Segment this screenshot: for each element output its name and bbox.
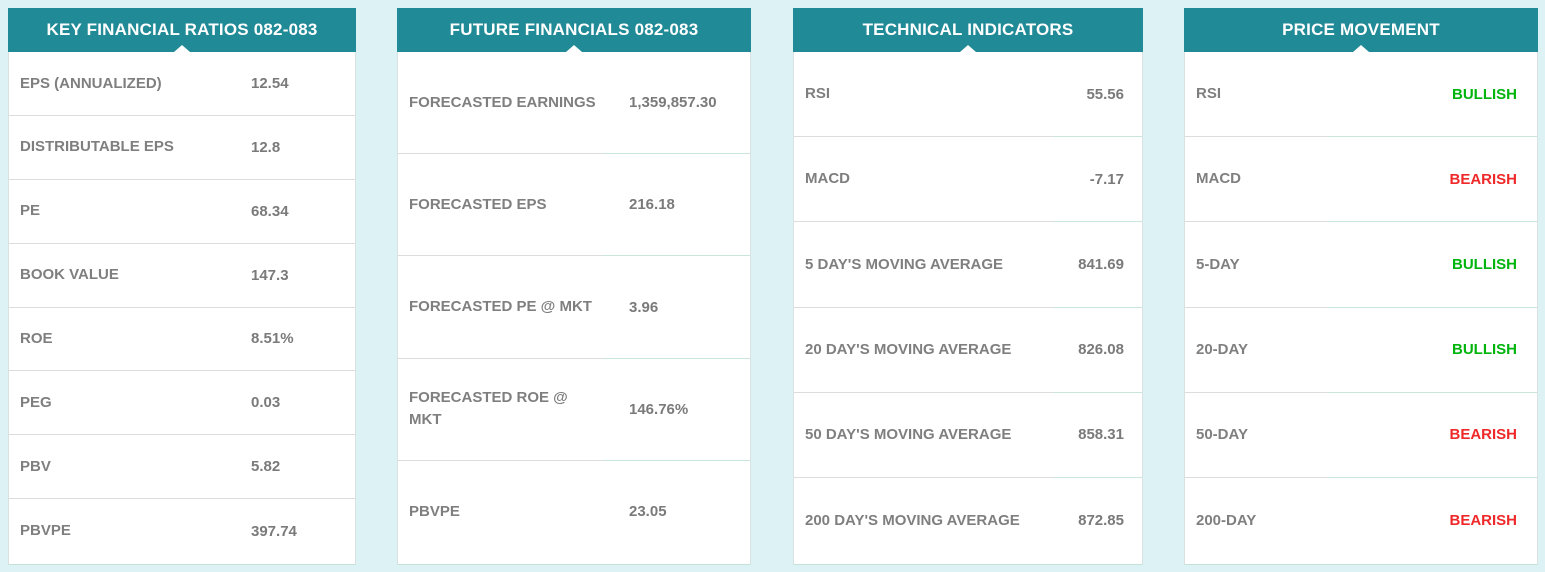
sentiment-badge: BULLISH [1328,222,1537,308]
sentiment-badge: BEARISH [1328,393,1537,478]
row-label: DISTRIBUTABLE EPS [9,116,251,180]
panel-header: PRICE MOVEMENT [1184,8,1538,52]
row-value: -7.17 [1054,137,1142,223]
table-row: MACD BEARISH [1185,137,1537,223]
table-row: PEG 0.03 [9,371,355,436]
table-row: FORECASTED EPS 216.18 [398,154,750,257]
row-label: ROE [9,308,251,372]
table-row: MACD -7.17 [794,137,1142,223]
panel-body: EPS (ANNUALIZED) 12.54 DISTRIBUTABLE EPS 12… [9,52,355,563]
row-value: 5.82 [251,435,355,500]
table-row: 50 DAY'S MOVING AVERAGE 858.31 [794,393,1142,478]
table-row: 200 DAY'S MOVING AVERAGE 872.85 [794,478,1142,563]
table-row: 20-DAY BULLISH [1185,308,1537,393]
row-value: 12.54 [251,52,355,116]
panel-key-financial-ratios: KEY FINANCIAL RATIOS 082-083 EPS (ANNUAL… [8,8,356,565]
row-value: 1,359,857.30 [603,52,750,155]
panel-price-movement: PRICE MOVEMENT RSI BULLISH MACD BEARISH 5-DA… [1184,8,1538,565]
row-label: 20 DAY'S MOVING AVERAGE [794,308,1054,393]
row-label: 5 DAY'S MOVING AVERAGE [794,222,1054,308]
row-value: 55.56 [1054,52,1142,138]
panel-header: KEY FINANCIAL RATIOS 082-083 [8,8,356,52]
table-row: PE 68.34 [9,180,355,244]
row-label: FORECASTED EPS [398,154,603,257]
row-label: PBVPE [409,503,460,521]
notch-up-icon [1353,45,1369,52]
table-row: RSI BULLISH [1185,52,1537,138]
row-label: 5-DAY [1185,222,1328,308]
table-row: ROE 8.51% [9,308,355,372]
row-value: 826.08 [1054,308,1142,393]
panel-body: RSI BULLISH MACD BEARISH 5-DAY BULLISH 20-DAY B… [1185,52,1537,563]
row-label: RSI [794,52,1054,138]
row-value: 0.03 [251,371,355,436]
sentiment-badge: BEARISH [1449,511,1517,529]
row-value: 858.31 [1054,393,1142,478]
row-label: FORECASTED EARNINGS [398,52,603,155]
row-label: PEG [9,371,251,436]
row-value: 872.85 [1078,511,1124,529]
table-row: 5 DAY'S MOVING AVERAGE 841.69 [794,222,1142,308]
panel-title: FUTURE FINANCIALS 082-083 [449,20,699,39]
row-label: 200-DAY [1196,511,1257,529]
row-label: PE [9,180,251,244]
row-label: PBV [9,435,251,500]
notch-up-icon [960,45,976,52]
row-label: 50 DAY'S MOVING AVERAGE [794,393,1054,478]
row-label: RSI [1185,52,1328,138]
row-label: PBVPE [20,522,71,540]
row-value: 3.96 [603,256,750,359]
panel-body: FORECASTED EARNINGS 1,359,857.30 FORECASTE… [398,52,750,563]
table-row: 200-DAY BEARISH [1185,478,1537,563]
row-value: 397.74 [251,522,297,540]
row-label: BOOK VALUE [9,244,251,308]
table-row: 50-DAY BEARISH [1185,393,1537,478]
table-row: 20 DAY'S MOVING AVERAGE 826.08 [794,308,1142,393]
table-row: FORECASTED ROE @ MKT 146.76% [398,359,750,461]
row-value: 12.8 [251,116,355,180]
panel-body: RSI 55.56 MACD -7.17 5 DAY'S MOVING AVERAGE 8… [794,52,1142,563]
panel-header: FUTURE FINANCIALS 082-083 [397,8,751,52]
row-label: 50-DAY [1185,393,1328,478]
row-value: 68.34 [251,180,355,244]
row-value: 23.05 [629,503,667,521]
notch-up-icon [174,45,190,52]
table-row: BOOK VALUE 147.3 [9,244,355,308]
panel-title: TECHNICAL INDICATORS [862,20,1074,39]
table-row: EPS (ANNUALIZED) 12.54 [9,52,355,116]
table-row: PBVPE 23.05 [398,461,750,563]
row-label: MACD [794,137,1054,223]
row-value: 841.69 [1054,222,1142,308]
notch-up-icon [566,45,582,52]
sentiment-badge: BEARISH [1328,137,1537,223]
row-label: EPS (ANNUALIZED) [9,52,251,116]
sentiment-badge: BULLISH [1328,308,1537,393]
panel-header: TECHNICAL INDICATORS [793,8,1143,52]
row-label: FORECASTED PE @ MKT [398,256,603,359]
panel-title: PRICE MOVEMENT [1282,20,1440,39]
sentiment-badge: BULLISH [1328,52,1537,138]
table-row: RSI 55.56 [794,52,1142,138]
table-row: 5-DAY BULLISH [1185,222,1537,308]
row-label: 200 DAY'S MOVING AVERAGE [805,511,1020,529]
table-row: FORECASTED EARNINGS 1,359,857.30 [398,52,750,155]
row-label: FORECASTED ROE @ MKT [398,359,603,461]
row-value: 146.76% [603,359,750,461]
row-value: 147.3 [251,244,355,308]
table-row: PBVPE 397.74 [9,499,355,563]
row-label: 20-DAY [1185,308,1328,393]
table-row: FORECASTED PE @ MKT 3.96 [398,256,750,359]
row-value: 8.51% [251,308,355,372]
row-label: MACD [1185,137,1328,223]
row-value: 216.18 [603,154,750,257]
panel-title: KEY FINANCIAL RATIOS 082-083 [46,20,318,39]
panel-technical-indicators: TECHNICAL INDICATORS RSI 55.56 MACD -7.17 5 … [793,8,1143,565]
panel-future-financials: FUTURE FINANCIALS 082-083 FORECASTED EAR… [397,8,751,565]
table-row: DISTRIBUTABLE EPS 12.8 [9,116,355,180]
table-row: PBV 5.82 [9,435,355,500]
